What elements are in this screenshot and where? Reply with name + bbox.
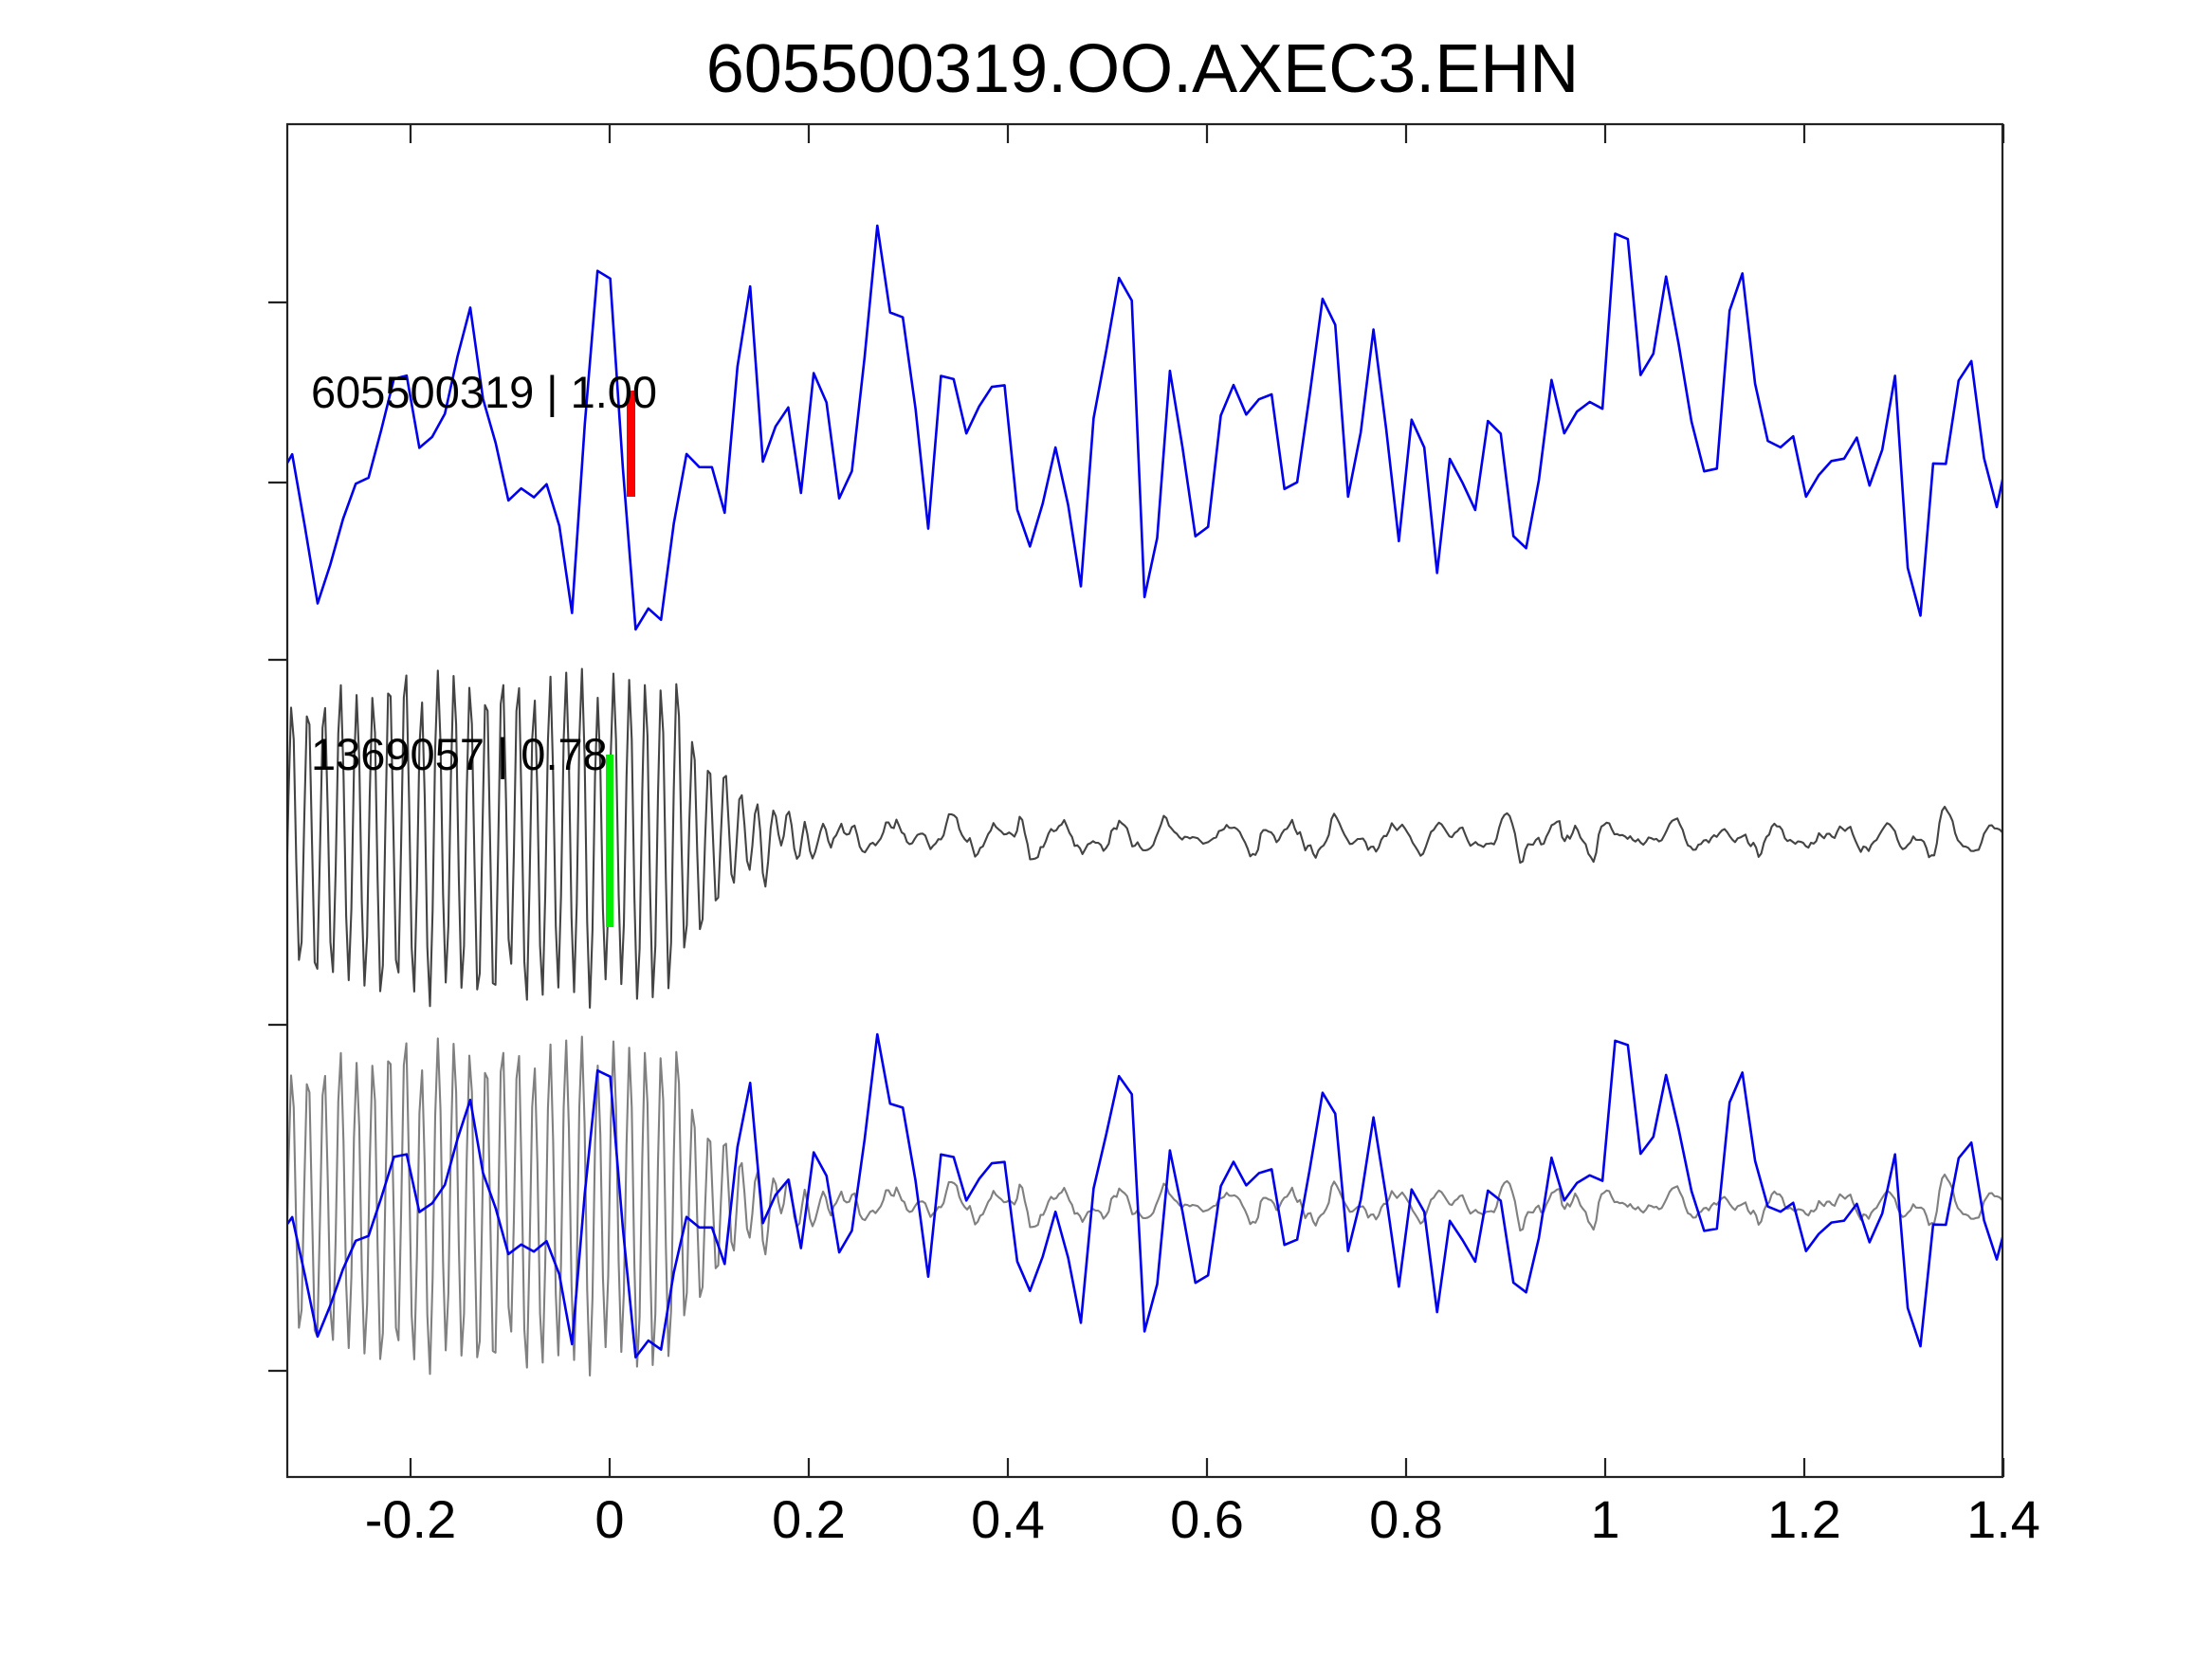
svg-text:1.2: 1.2	[1767, 1489, 1841, 1549]
svg-text:0.8: 0.8	[1369, 1489, 1443, 1549]
svg-text:0: 0	[594, 1489, 624, 1549]
svg-text:1.4: 1.4	[1966, 1489, 2040, 1549]
svg-text:0.4: 0.4	[971, 1489, 1045, 1549]
svg-text:1369057 | 0.78: 1369057 | 0.78	[311, 729, 608, 779]
svg-text:605500319 | 1.00: 605500319 | 1.00	[311, 367, 657, 417]
svg-text:605500319.OO.AXEC3.EHN: 605500319.OO.AXEC3.EHN	[706, 31, 1580, 107]
svg-text:0.2: 0.2	[772, 1489, 846, 1549]
svg-text:-0.2: -0.2	[365, 1489, 457, 1549]
svg-text:1: 1	[1590, 1489, 1619, 1549]
svg-text:0.6: 0.6	[1170, 1489, 1244, 1549]
